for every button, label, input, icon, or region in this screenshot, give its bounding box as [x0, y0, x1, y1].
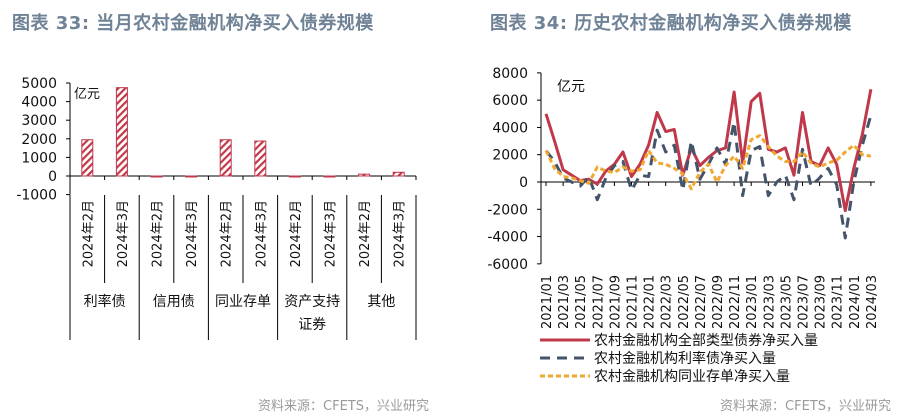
- right-x-tick-label: 2024/03: [865, 275, 880, 329]
- right-y-tick-label: 2000: [492, 148, 528, 164]
- right-x-tick-label: 2022/05: [677, 275, 692, 329]
- left-y-tick-label: 2000: [21, 132, 57, 148]
- right-x-tick-label: 2022/03: [660, 275, 675, 329]
- legend-label-1: 农村金融机构全部类型债券净买入量: [594, 332, 818, 349]
- left-unit-label: 亿元: [74, 87, 100, 102]
- left-y-tick-label: 5000: [21, 76, 57, 92]
- right-x-tick-label: 2021/09: [608, 275, 623, 329]
- left-group-label: 其他: [367, 294, 395, 310]
- left-source-note: 资料来源：CFETS，兴业研究: [258, 399, 429, 414]
- left-category-label: 2024年3月: [324, 200, 339, 267]
- bar-6: [254, 140, 267, 177]
- right-x-tick-label: 2021/07: [591, 275, 606, 329]
- left-group-label: 同业存单: [215, 294, 271, 310]
- right-x-tick-label: 2021/01: [540, 275, 555, 329]
- right-x-tick-label: 2023/11: [831, 275, 846, 329]
- right-y-tick-label: 6000: [492, 93, 528, 109]
- left-category-label: 2024年2月: [151, 200, 166, 267]
- series-line-3: [544, 134, 872, 191]
- right-x-tick-label: 2023/03: [762, 275, 777, 329]
- right-unit-label: 亿元: [557, 79, 585, 95]
- right-chart-title: 图表 34: 历史农村金融机构净买入债券规模: [490, 13, 852, 34]
- bar-5: [219, 139, 232, 177]
- series-line-2: [544, 114, 873, 240]
- left-y-tick-label: 3000: [21, 113, 57, 129]
- right-x-tick-label: 2021/03: [557, 275, 572, 329]
- right-x-tick-label: 2022/09: [711, 275, 726, 329]
- left-y-tick-label: 0: [48, 169, 57, 185]
- left-y-tick-label: 1000: [21, 150, 57, 166]
- right-x-tick-label: 2021/11: [626, 275, 641, 329]
- left-y-tick-label: 4000: [21, 95, 57, 111]
- right-source-note: 资料来源：CFETS，兴业研究: [720, 399, 891, 414]
- bar-8: [323, 175, 336, 178]
- left-category-label: 2024年2月: [220, 200, 235, 267]
- left-category-label: 2024年3月: [116, 200, 131, 267]
- right-x-tick-label: 2024/01: [848, 275, 863, 329]
- left-category-label: 2024年3月: [185, 200, 200, 267]
- right-y-tick-label: -6000: [487, 257, 528, 273]
- right-x-tick-label: 2023/09: [814, 275, 829, 329]
- left-chart-title: 图表 33: 当月农村金融机构净买入债券规模: [12, 13, 374, 34]
- series-line-1: [544, 88, 873, 213]
- bar-4: [185, 175, 198, 178]
- bar-7: [288, 175, 301, 178]
- bar-10: [392, 171, 405, 177]
- right-y-tick-label: -4000: [487, 230, 528, 246]
- right-x-tick-label: 2022/11: [728, 275, 743, 329]
- left-category-label: 2024年2月: [81, 200, 96, 267]
- left-y-tick-label: -1000: [16, 188, 57, 204]
- left-group-label: 资产支持: [284, 294, 340, 310]
- right-x-tick-label: 2023/07: [797, 275, 812, 329]
- bar-2: [115, 87, 128, 177]
- left-category-label: 2024年3月: [254, 200, 269, 267]
- right-x-tick-label: 2022/07: [694, 275, 709, 329]
- left-category-label: 2024年2月: [358, 200, 373, 267]
- left-group-label: 利率债: [84, 293, 126, 310]
- right-y-tick-label: 8000: [492, 66, 528, 82]
- legend-label-3: 农村金融机构同业存单净买入量: [594, 369, 790, 385]
- bar-3: [150, 175, 163, 178]
- bar-1: [81, 139, 94, 177]
- legend-label-2: 农村金融机构利率债净买入量: [594, 350, 776, 367]
- left-category-label: 2024年3月: [393, 200, 408, 267]
- right-x-tick-label: 2023/05: [779, 275, 794, 329]
- right-y-tick-label: 4000: [492, 120, 528, 136]
- bar-9: [358, 173, 371, 177]
- left-group-label-line2: 证券: [298, 317, 326, 333]
- right-x-tick-label: 2021/05: [574, 275, 589, 329]
- left-group-label: 信用债: [153, 294, 195, 310]
- left-category-label: 2024年2月: [289, 200, 304, 267]
- right-y-tick-label: 0: [519, 175, 528, 191]
- right-y-tick-label: -2000: [487, 202, 528, 218]
- right-x-tick-label: 2022/01: [643, 275, 658, 329]
- right-x-tick-label: 2023/01: [745, 275, 760, 329]
